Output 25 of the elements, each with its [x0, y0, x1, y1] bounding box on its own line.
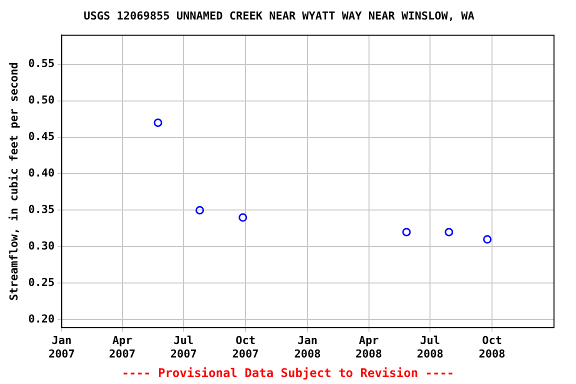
x-tick-label: Apr 2008 [356, 334, 382, 360]
point [483, 235, 492, 244]
y-tick-label: 0.20 [28, 312, 55, 326]
chart-title: USGS 12069855 UNNAMED CREEK NEAR WYATT WAY NEAR WINSLOW, WA [84, 9, 475, 22]
y-tick-label: 0.40 [28, 166, 55, 180]
text: ---- Provisional Data Subject to Revision ---- [120, 366, 456, 380]
y-tick-label: 0.35 [28, 203, 55, 216]
x-tick-label: Jan 2007 [48, 334, 75, 360]
y-tick-label: 0.30 [28, 240, 55, 253]
y-tick-label: 0.50 [28, 94, 55, 107]
y-tick-label: 0.25 [28, 276, 55, 289]
x-tick-label: Jan 2008 [294, 334, 321, 360]
point [196, 206, 204, 214]
y-tick-label: 0.55 [28, 57, 55, 70]
point [238, 213, 248, 222]
point [444, 228, 454, 236]
point [154, 118, 162, 127]
x-tick-label: Jul 2007 [170, 334, 197, 360]
x-tick-label: Oct 2007 [232, 334, 259, 360]
point [402, 228, 411, 236]
y-tick-label: 0.45 [28, 130, 55, 144]
x-tick-label: Jul 2008 [416, 334, 444, 360]
x-tick-label: Oct 2008 [478, 334, 506, 360]
y-axis-title: Streamflow, in cubic feet per second [7, 62, 20, 301]
x-tick-label: Apr 2007 [109, 334, 136, 360]
